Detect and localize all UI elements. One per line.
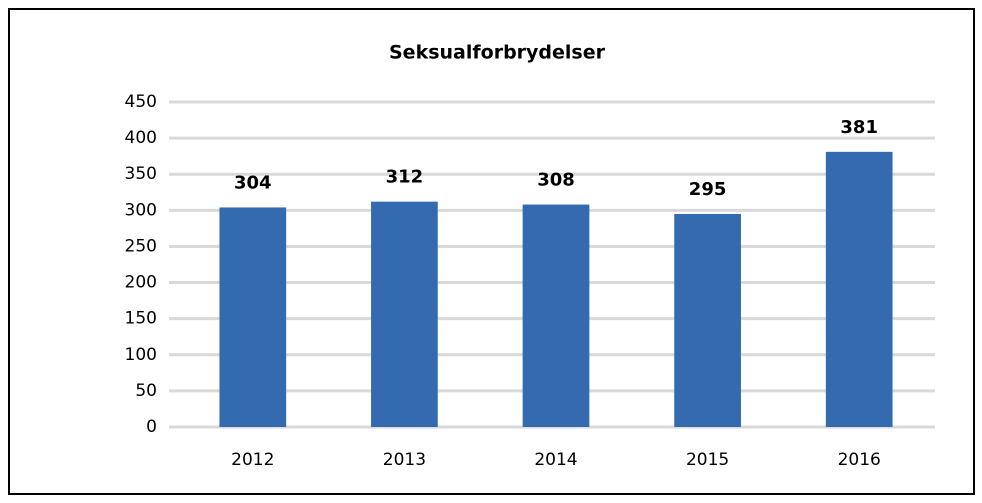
y-tick-label: 400 — [125, 128, 157, 148]
bar — [522, 204, 590, 427]
x-tick-label: 2015 — [686, 450, 729, 470]
data-label: 304 — [234, 172, 272, 193]
chart-title: Seksualforbrydelser — [389, 42, 606, 64]
data-label: 295 — [689, 179, 727, 200]
y-tick-label: 200 — [125, 273, 157, 293]
y-tick-label: 50 — [135, 381, 157, 401]
y-tick-label: 350 — [125, 164, 157, 184]
data-label: 381 — [840, 117, 878, 138]
bar — [825, 151, 893, 428]
data-label: 308 — [537, 170, 575, 191]
y-tick-label: 150 — [125, 309, 157, 329]
data-label: 312 — [386, 167, 424, 188]
y-tick-label: 0 — [146, 417, 157, 437]
y-tick-label: 300 — [125, 200, 157, 220]
bar — [371, 201, 438, 427]
x-tick-label: 2012 — [231, 450, 274, 470]
bar — [674, 213, 741, 427]
x-tick-label: 2016 — [838, 450, 881, 470]
x-tick-label: 2014 — [534, 450, 577, 470]
y-tick-label: 450 — [125, 92, 157, 112]
x-tick-label: 2013 — [383, 450, 426, 470]
chart-frame — [8, 8, 975, 495]
y-tick-label: 250 — [125, 236, 157, 256]
y-tick-label: 100 — [125, 345, 157, 365]
bar — [219, 207, 287, 427]
